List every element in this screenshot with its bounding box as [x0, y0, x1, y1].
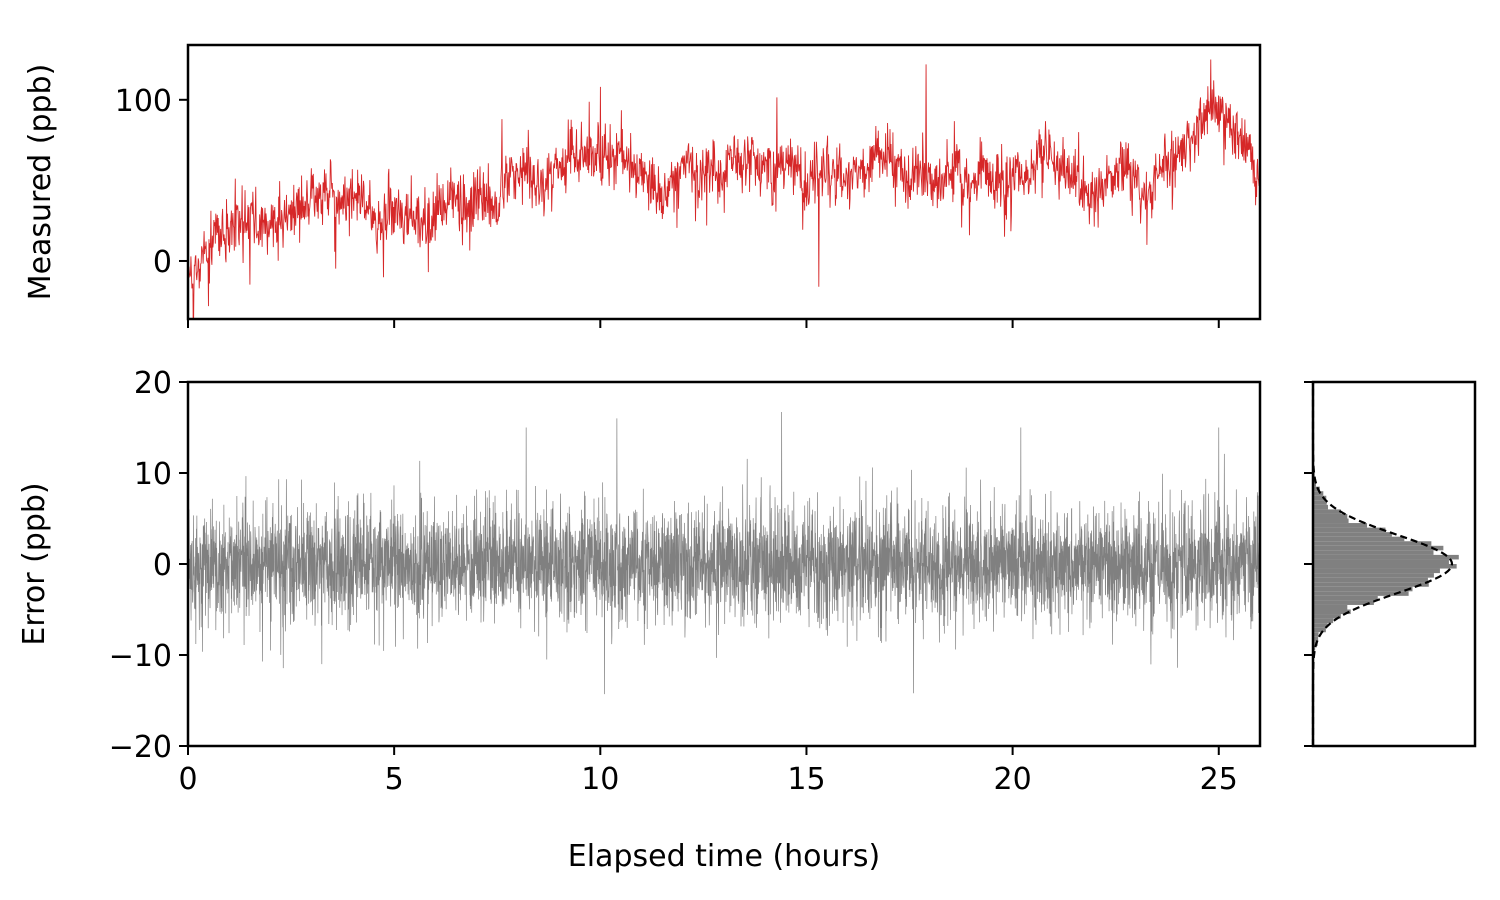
histogram-bar: [1313, 536, 1405, 542]
measured-y-ticks: 0 100: [115, 84, 188, 280]
histogram-bar: [1313, 568, 1440, 574]
histogram-bar: [1313, 527, 1386, 533]
measured-x-ticks: [187, 319, 1220, 328]
histogram-bar: [1313, 495, 1327, 501]
histogram-bar: [1313, 554, 1459, 560]
histogram-bar: [1313, 550, 1434, 555]
histogram-bar: [1313, 486, 1320, 492]
error-y-ticks: −20 −10 0 10 20: [109, 366, 188, 765]
error-y-axis-label: Error (ppb): [17, 482, 52, 645]
error-x-axis-label: Elapsed time (hours): [568, 839, 880, 874]
histogram-bar: [1313, 541, 1432, 546]
histogram-bar: [1313, 564, 1457, 569]
error-x-tick-label: 15: [787, 762, 825, 797]
measured-plot-area: [188, 59, 1260, 319]
error-series-line: [188, 412, 1260, 695]
measured-y-tick-label: 100: [115, 84, 172, 119]
histogram-bar: [1313, 627, 1326, 633]
error-y-tick-label: 0: [153, 548, 172, 583]
histogram-bar: [1313, 504, 1329, 510]
histogram-bar: [1313, 636, 1319, 642]
histogram-bar: [1313, 513, 1348, 519]
histogram-panel: [1304, 380, 1477, 748]
histogram-bar: [1313, 500, 1327, 505]
histogram-bar: [1313, 523, 1368, 528]
histogram-bar: [1313, 573, 1434, 578]
error-x-tick-label: 20: [994, 762, 1032, 797]
histogram-bar: [1313, 491, 1324, 496]
measured-series-line: [188, 59, 1260, 319]
measured-axes-frame: [186, 43, 1262, 321]
histogram-y-ticks: [1304, 381, 1313, 747]
histogram-bars: [1313, 454, 1459, 669]
error-y-tick-label: 10: [134, 457, 172, 492]
error-plot-area: [188, 412, 1260, 695]
error-y-tick-label: 20: [134, 366, 172, 401]
error-x-tick-label: 25: [1200, 762, 1238, 797]
measured-y-axis-label: Measured (ppb): [23, 64, 58, 301]
histogram-bar: [1313, 532, 1392, 537]
histogram-bar: [1313, 577, 1428, 583]
histogram-bar: [1313, 604, 1348, 610]
histogram-bar: [1313, 600, 1374, 605]
histogram-bar: [1313, 586, 1413, 592]
error-y-tick-label: −20: [109, 730, 172, 765]
error-y-tick-label: −10: [109, 639, 172, 674]
histogram-bar: [1313, 559, 1449, 564]
error-panel: −20 −10 0 10 20 0 5 10 15 20 25 Error (ppb) Elaps…: [17, 366, 1262, 874]
histogram-bar: [1313, 618, 1334, 624]
error-x-tick-label: 10: [581, 762, 619, 797]
measured-y-tick-label: 0: [153, 245, 172, 280]
histogram-bar: [1313, 623, 1328, 628]
error-x-tick-label: 5: [385, 762, 404, 797]
histogram-bar: [1313, 614, 1341, 619]
error-x-tick-label: 0: [178, 762, 197, 797]
measured-panel: 0 100 Measured (ppb): [23, 43, 1262, 328]
histogram-bar: [1313, 518, 1349, 524]
histogram-bar: [1313, 509, 1341, 514]
histogram-bar: [1313, 482, 1317, 487]
error-x-ticks: 0 5 10 15 20 25: [178, 746, 1238, 797]
histogram-bar: [1313, 591, 1409, 596]
histogram-bar: [1313, 582, 1429, 587]
histogram-bar: [1313, 609, 1351, 615]
histogram-bar: [1313, 632, 1319, 637]
histogram-bar: [1313, 545, 1444, 551]
histogram-bar: [1313, 595, 1378, 601]
